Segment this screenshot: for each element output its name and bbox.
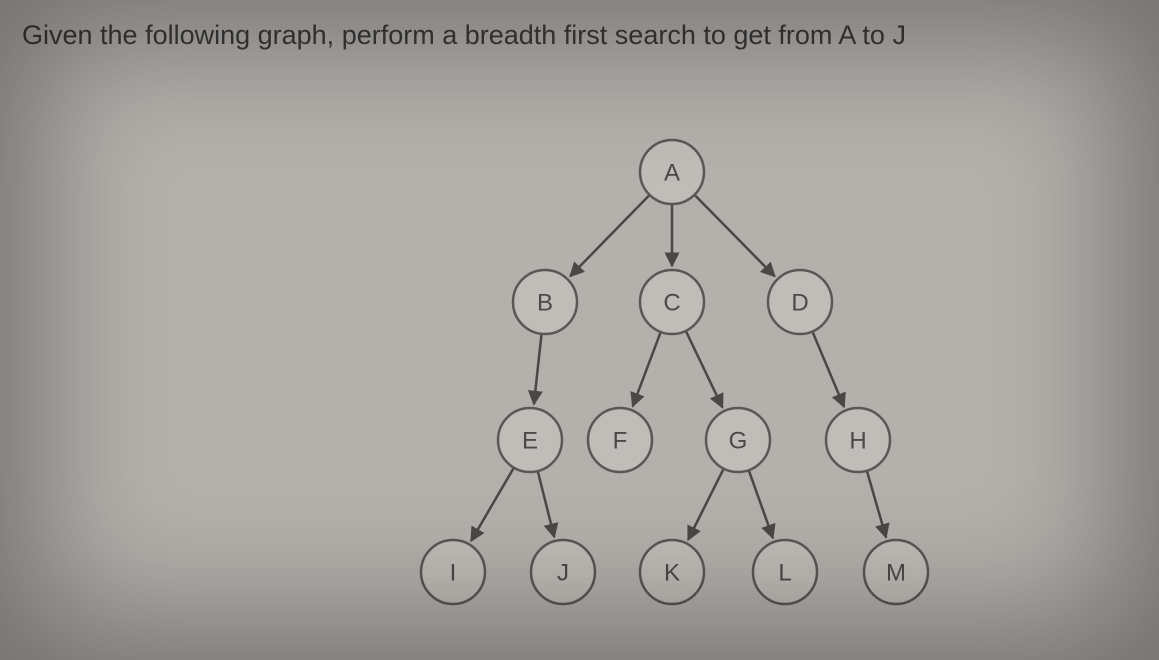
node-label-F: F <box>613 428 628 455</box>
node-K: K <box>640 540 704 604</box>
node-A: A <box>640 140 704 204</box>
graph-diagram: A B C D E F G H I J K L M <box>0 0 1159 660</box>
node-F: F <box>588 408 652 472</box>
node-label-C: C <box>663 290 680 317</box>
node-label-D: D <box>791 290 808 317</box>
node-E: E <box>498 408 562 472</box>
node-label-J: J <box>557 560 569 587</box>
node-M: M <box>864 540 928 604</box>
node-C: C <box>640 270 704 334</box>
edge-D-H <box>812 332 844 407</box>
node-label-E: E <box>522 428 538 455</box>
node-I: I <box>421 540 485 604</box>
node-B: B <box>513 270 577 334</box>
node-label-M: M <box>886 560 906 587</box>
edge-G-K <box>688 469 724 540</box>
edge-E-J <box>538 471 555 537</box>
node-label-G: G <box>729 428 748 455</box>
node-G: G <box>706 408 770 472</box>
node-D: D <box>768 270 832 334</box>
node-label-L: L <box>778 560 791 587</box>
node-J: J <box>531 540 595 604</box>
edge-G-L <box>749 470 773 538</box>
edge-B-E <box>534 334 542 404</box>
node-label-I: I <box>450 560 457 587</box>
node-L: L <box>753 540 817 604</box>
node-label-H: H <box>849 428 866 455</box>
edge-C-G <box>686 331 723 408</box>
edge-C-F <box>633 332 661 406</box>
node-label-A: A <box>664 160 680 187</box>
node-label-K: K <box>664 560 680 587</box>
edge-A-B <box>570 195 649 276</box>
edge-E-I <box>471 468 514 541</box>
edge-H-M <box>867 471 886 538</box>
node-label-B: B <box>537 290 553 317</box>
edge-A-D <box>694 195 774 277</box>
node-H: H <box>826 408 890 472</box>
